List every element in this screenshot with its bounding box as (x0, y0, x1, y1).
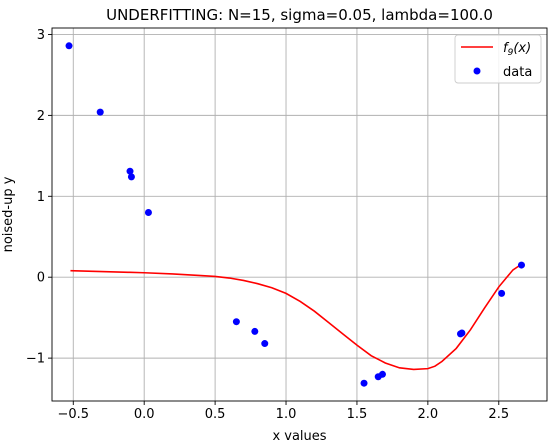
data-point (498, 289, 506, 297)
data-point (517, 261, 525, 269)
x-tick-label: 0.0 (134, 407, 155, 422)
y-tick-label: −1 (26, 352, 45, 367)
data-point (96, 108, 104, 116)
fitted-curve-f9 (70, 263, 522, 371)
x-tick-label: −0.5 (57, 407, 89, 422)
data-point (458, 329, 466, 337)
plot-frame (51, 27, 548, 402)
x-tick-label: 2.0 (418, 407, 439, 422)
legend-swatch-dot (473, 67, 481, 75)
data-point (126, 167, 134, 175)
legend-entry-data: data (503, 65, 532, 80)
data-point (232, 318, 240, 326)
legend-entry-line: f9(x) (503, 41, 531, 58)
legend-entry-line-subscript: 9 (508, 48, 514, 58)
data-point (65, 42, 73, 50)
x-tick-label: 0.5 (205, 407, 226, 422)
y-tick-label: 1 (37, 190, 45, 205)
y-tick-label: 2 (37, 109, 45, 124)
legend-entry-line-label: f (503, 41, 510, 56)
y-axis-label: noised-up y (1, 176, 16, 252)
plot-area (65, 42, 525, 387)
legend: f9(x) data (454, 34, 542, 84)
legend-entry-line-suffix: (x) (513, 41, 531, 56)
y-tick-label: 0 (37, 271, 45, 286)
grid (52, 28, 547, 401)
axis-ticks: −0.5 0.0 0.5 1.0 1.5 2.0 2.5 −1 0 1 2 3 (26, 28, 509, 422)
data-point (261, 340, 269, 348)
data-point (360, 379, 368, 387)
data-point (251, 327, 259, 335)
y-tick-label: 3 (37, 28, 45, 43)
chart-title: UNDERFITTING: N=15, sigma=0.05, lambda=1… (106, 6, 493, 24)
data-point (378, 370, 386, 378)
data-point (127, 173, 135, 181)
x-axis-label: x values (272, 429, 326, 444)
x-tick-label: 1.5 (347, 407, 368, 422)
x-tick-label: 2.5 (488, 407, 509, 422)
x-tick-label: 1.0 (276, 407, 297, 422)
data-point (144, 208, 152, 216)
